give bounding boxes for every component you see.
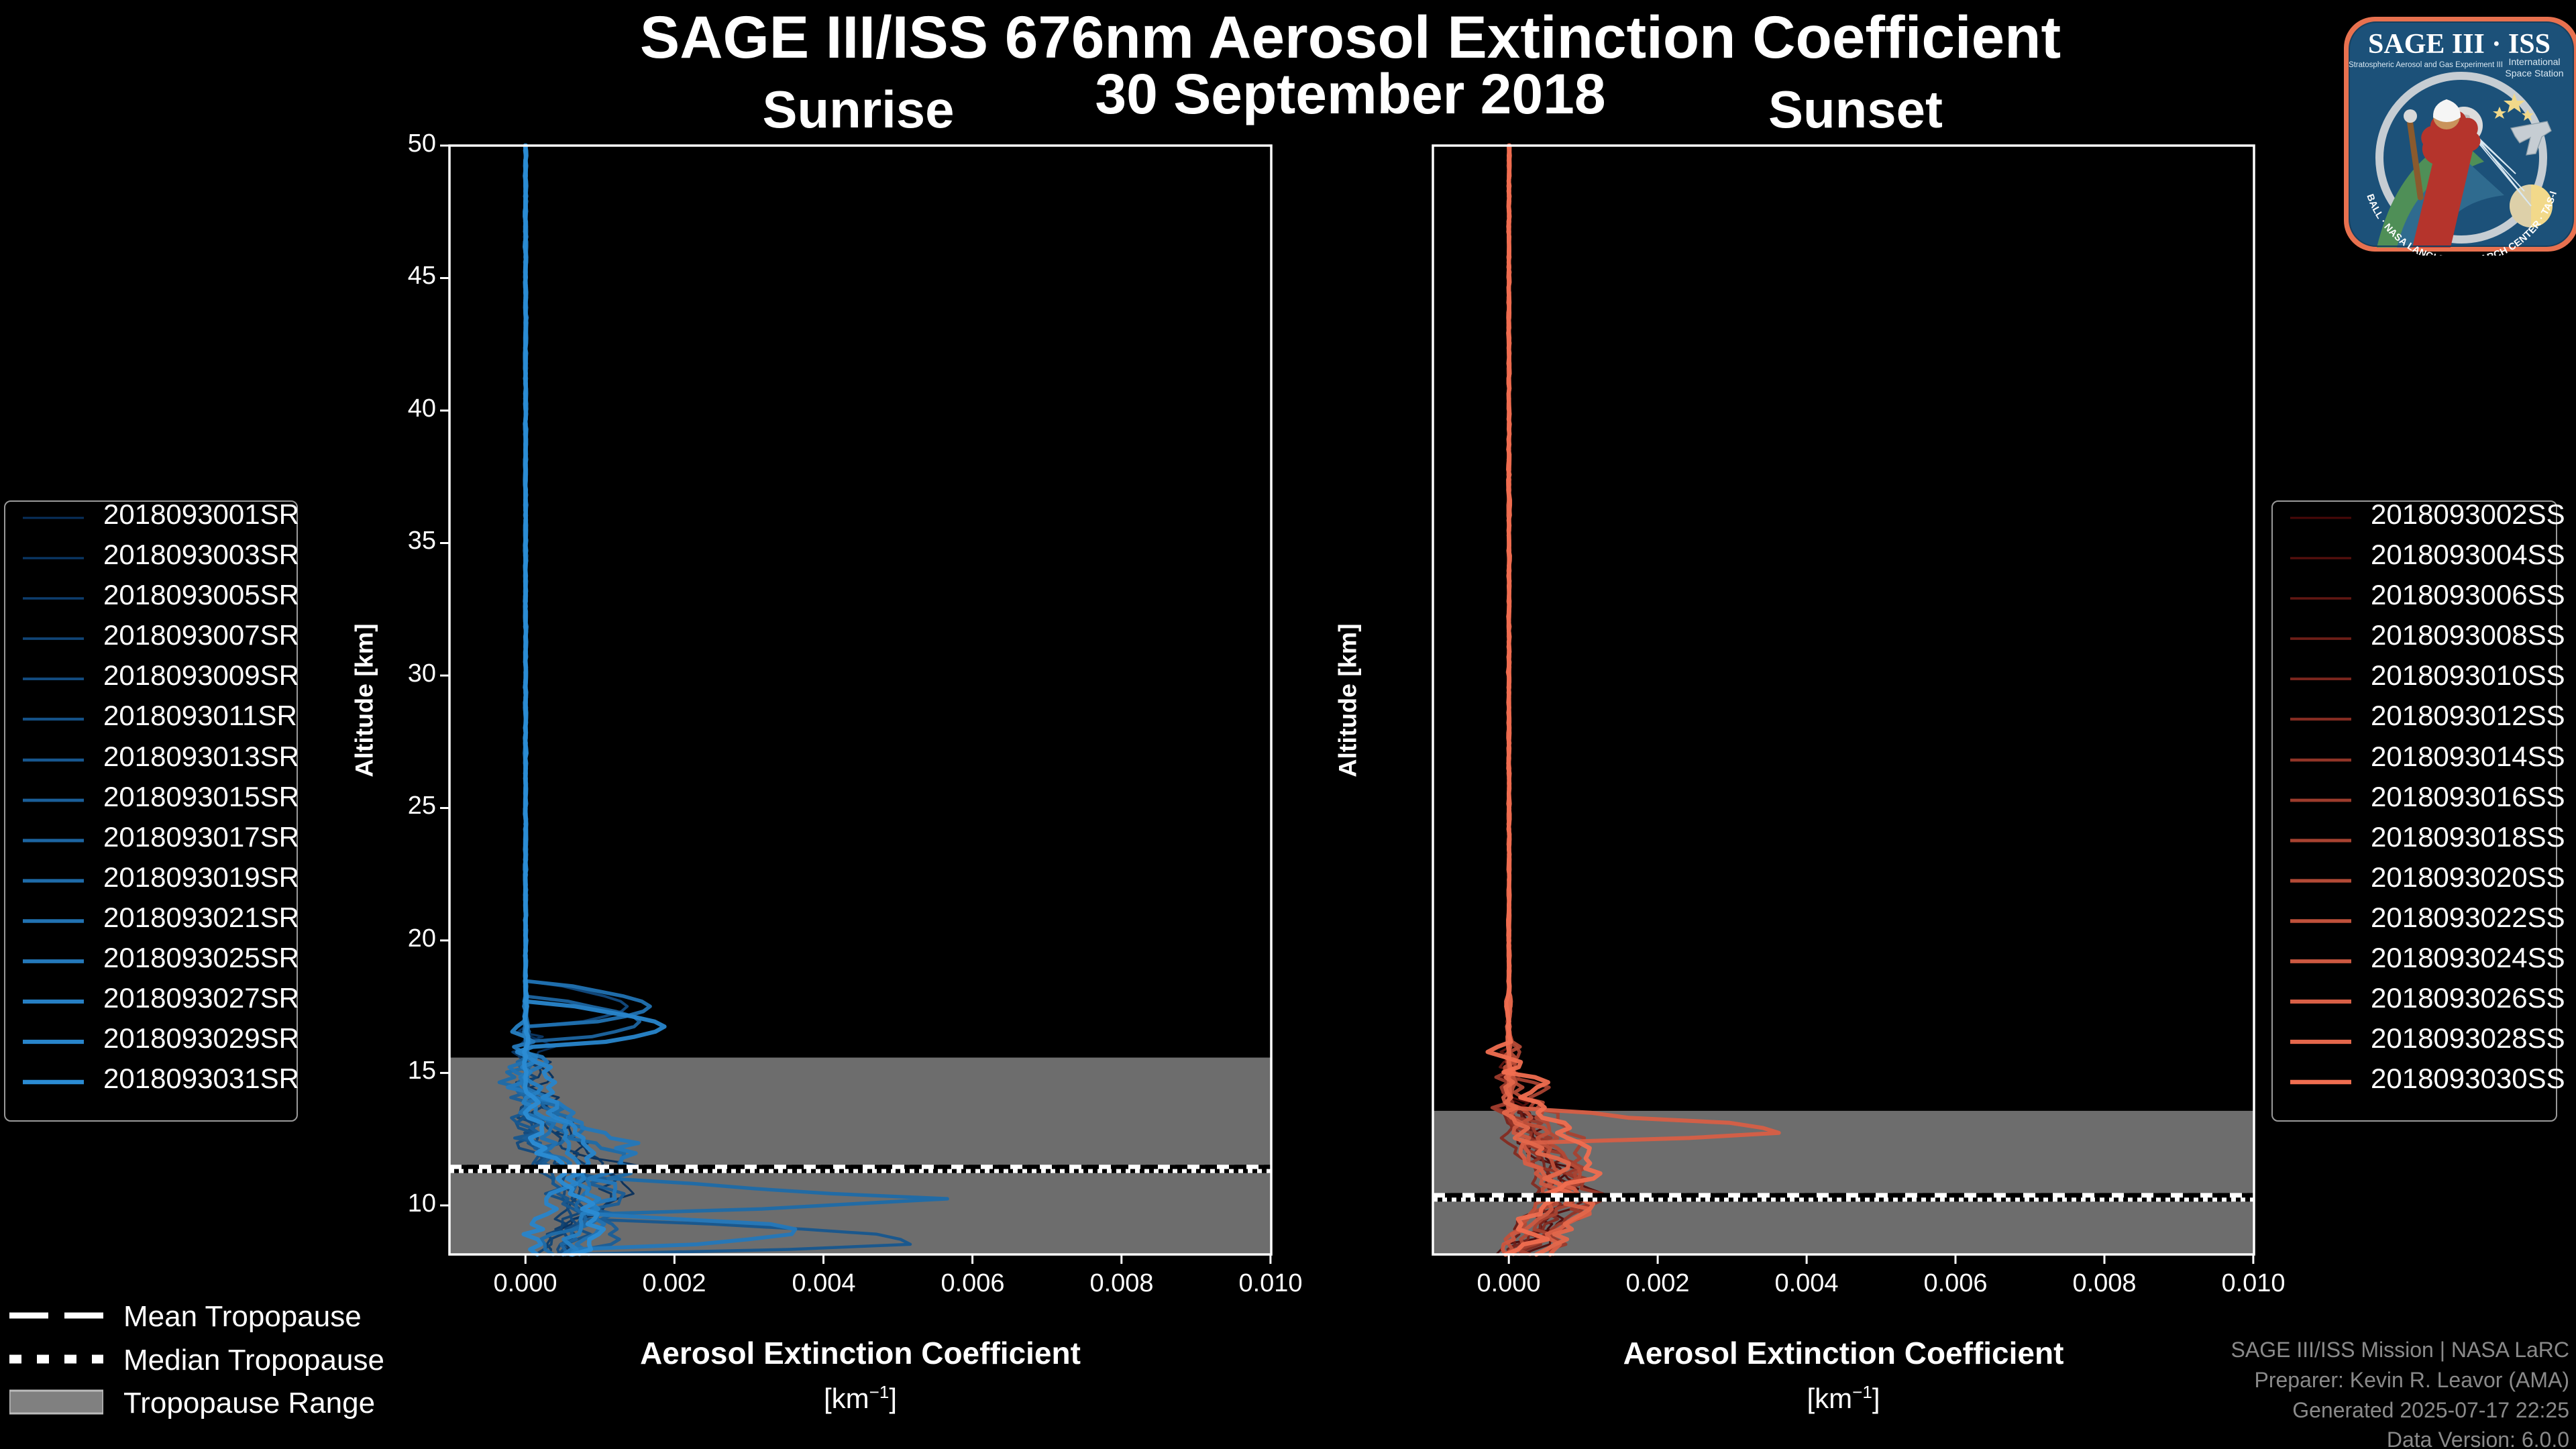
svg-text:International: International	[2508, 56, 2560, 67]
svg-text:SAGE III · ISS: SAGE III · ISS	[2368, 29, 2551, 60]
svg-text:Stratospheric Aerosol and Gas: Stratospheric Aerosol and Gas Experiment…	[2349, 61, 2503, 69]
svg-text:Space Station: Space Station	[2505, 68, 2563, 78]
